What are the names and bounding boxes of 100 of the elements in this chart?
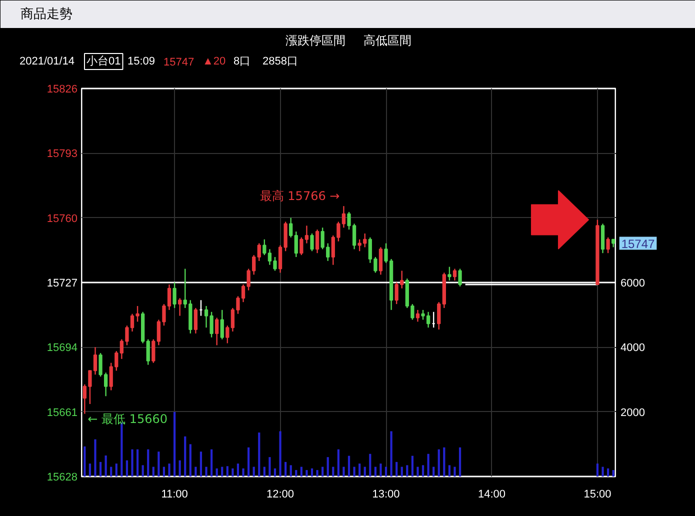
- candlestick: [104, 372, 108, 397]
- text: 高低區間: [364, 34, 412, 48]
- bar: [200, 452, 202, 476]
- y-tick-label: 15760: [46, 212, 78, 225]
- y-tick-label: 15793: [46, 148, 78, 160]
- chart-title: 商品走勢: [20, 7, 72, 22]
- candlestick: [410, 303, 414, 320]
- text: 2021/01/14: [20, 56, 75, 68]
- candlestick: [452, 268, 457, 282]
- y2-tick-label: 6000: [620, 278, 645, 290]
- candlestick: [352, 223, 356, 250]
- bar: [406, 465, 408, 476]
- candlestick: [268, 248, 272, 266]
- bar: [332, 466, 334, 476]
- candlestick: [273, 256, 277, 272]
- bar: [210, 449, 213, 476]
- bar: [374, 466, 376, 476]
- candlestick: [458, 268, 462, 288]
- bar: [384, 466, 388, 476]
- bar: [158, 452, 160, 476]
- candlestick: [304, 225, 309, 244]
- text: 2858口: [262, 56, 298, 68]
- bar: [232, 468, 234, 476]
- bar: [606, 468, 610, 476]
- x-tick-label: 14:00: [478, 488, 506, 500]
- y-tick-label: 15694: [46, 342, 78, 354]
- bar: [337, 449, 340, 476]
- text: 15747: [164, 56, 194, 68]
- candlestick: [378, 246, 383, 276]
- bar: [380, 464, 382, 476]
- bar: [390, 431, 392, 476]
- bar: [184, 436, 186, 476]
- candlestick: [204, 305, 208, 328]
- bar: [369, 454, 372, 476]
- candlestick: [342, 205, 346, 228]
- candlestick: [210, 311, 214, 338]
- candlestick: [183, 268, 187, 309]
- candlestick: [448, 266, 452, 282]
- bar: [126, 460, 128, 476]
- bar: [348, 456, 350, 476]
- bar: [342, 466, 345, 476]
- bar: [358, 464, 361, 476]
- candlestick: [300, 236, 304, 256]
- bar: [422, 465, 424, 476]
- bar: [290, 465, 292, 476]
- text: ▲20: [202, 56, 226, 68]
- bar: [612, 470, 614, 476]
- candlestick: [278, 244, 282, 274]
- bar: [353, 466, 356, 476]
- bar: [396, 462, 398, 476]
- candlestick: [284, 221, 288, 252]
- bar: [411, 456, 414, 476]
- y-tick-label: 15826: [46, 84, 78, 96]
- bar: [110, 466, 112, 476]
- y-tick-label: 15727: [46, 278, 78, 290]
- candlestick: [310, 232, 314, 252]
- candlestick: [289, 217, 293, 238]
- candlestick: [294, 230, 298, 258]
- bar: [316, 470, 318, 476]
- bar: [152, 466, 154, 476]
- text: 8口: [234, 56, 251, 68]
- bar: [216, 468, 218, 476]
- text: 漲跌停區間: [286, 34, 346, 48]
- bar: [88, 464, 92, 476]
- candlestick: [98, 352, 102, 378]
- candlestick: [400, 270, 404, 289]
- candlestick: [215, 317, 219, 346]
- bar: [300, 466, 302, 476]
- candlestick: [600, 223, 605, 254]
- annotation: 15747: [621, 236, 656, 251]
- bar: [242, 468, 244, 476]
- y-tick-label: 15661: [46, 406, 78, 419]
- candlestick: [437, 301, 441, 330]
- candlestick: [220, 309, 224, 340]
- bar: [306, 470, 308, 476]
- bar: [147, 449, 150, 476]
- x-tick-label: 11:00: [161, 488, 188, 500]
- bar: [284, 462, 287, 476]
- bar: [602, 466, 604, 476]
- text: 15:09: [128, 56, 156, 68]
- text: 小台01: [86, 54, 121, 68]
- candlestick: [257, 242, 261, 262]
- bar: [263, 466, 266, 476]
- bar: [226, 466, 228, 476]
- annotation: 最高 15766 →: [260, 189, 340, 204]
- bar: [268, 457, 271, 476]
- bar: [131, 449, 134, 476]
- bar: [416, 466, 419, 476]
- bar: [142, 465, 144, 476]
- candlestick: [152, 338, 156, 364]
- bar: [173, 412, 176, 476]
- candlestick: [606, 236, 610, 254]
- bar: [326, 457, 329, 476]
- bar: [279, 431, 282, 476]
- candlestick: [146, 338, 150, 366]
- candlestick: [194, 307, 198, 334]
- bar: [438, 449, 440, 476]
- bar: [443, 447, 446, 476]
- bar: [115, 464, 118, 476]
- bar: [448, 465, 450, 476]
